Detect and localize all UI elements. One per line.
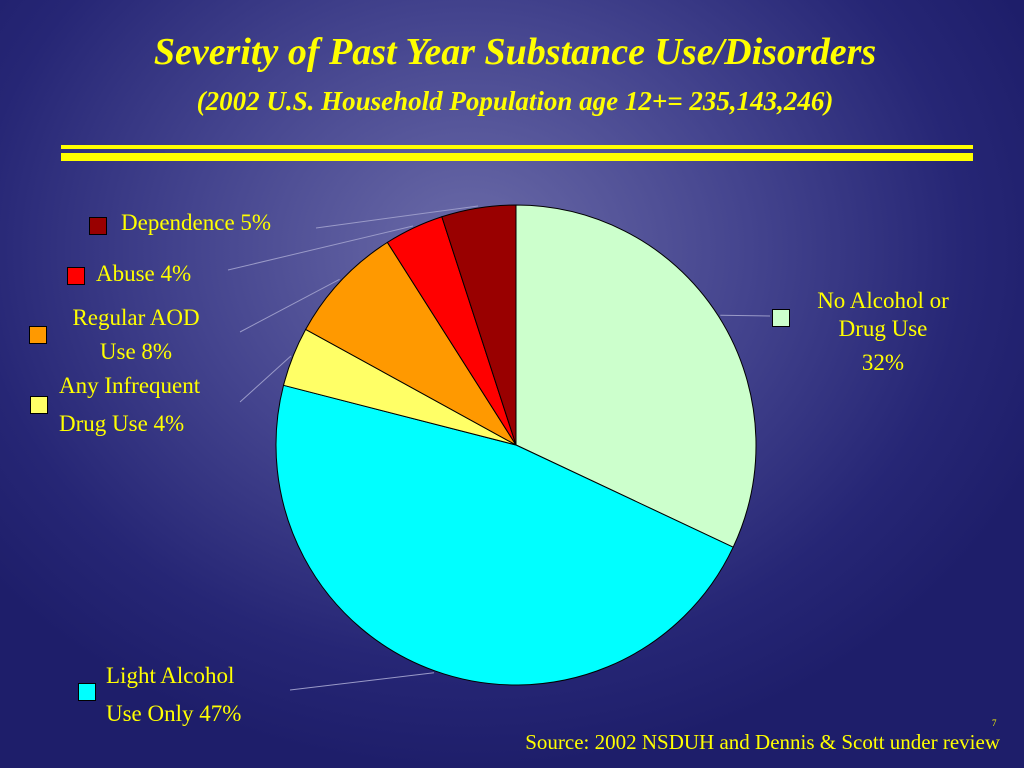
label-line: Dependence 5% <box>121 210 272 235</box>
chart-title: Severity of Past Year Substance Use/Diso… <box>153 31 877 73</box>
pie-slice-regular-aod-use <box>305 241 517 446</box>
label-line: Drug Use 4% <box>59 411 185 436</box>
label-no-alcohol-or-drug-use: No Alcohol or Drug Use 32% <box>800 286 966 378</box>
label-line: Use Only 47% <box>106 701 242 726</box>
swatch-abuse <box>67 267 85 285</box>
label-dependence: Dependence 5% <box>121 208 271 238</box>
pie-slice-light-alcohol-use-only <box>275 384 734 686</box>
swatch-dependence <box>89 217 107 235</box>
leader-line-no-alcohol-or-drug-use <box>720 314 771 317</box>
leader-line-any-infrequent-drug-use <box>239 355 292 403</box>
source-note: Source: 2002 NSDUH and Dennis & Scott un… <box>525 730 1000 754</box>
pie-slices <box>275 204 757 686</box>
swatch-any-infrequent-drug-use <box>30 396 48 414</box>
swatch-no-alcohol-or-drug-use <box>772 309 790 327</box>
chart-subtitle: (2002 U.S. Household Population age 12+=… <box>196 86 834 116</box>
label-regular-aod-use: Regular AOD Use 8% <box>55 303 217 367</box>
leader-lines <box>227 205 771 691</box>
label-abuse: Abuse 4% <box>96 259 191 289</box>
leader-line-dependence <box>315 205 479 229</box>
leader-line-abuse <box>227 225 414 271</box>
label-line: Regular AOD <box>72 305 200 330</box>
title-rule-thick <box>61 153 973 161</box>
label-line: No Alcohol or <box>817 288 949 313</box>
label-line: Use 8% <box>99 339 173 364</box>
swatch-regular-aod-use <box>29 326 47 344</box>
page-number: 7 <box>992 718 997 728</box>
pie-slice-dependence <box>441 204 517 446</box>
label-line: Light Alcohol <box>106 663 235 688</box>
label-any-infrequent-drug-use: Any Infrequent Drug Use 4% <box>59 371 200 439</box>
label-light-alcohol-use-only: Light Alcohol Use Only 47% <box>106 661 241 729</box>
pie-slice-no-alcohol-or-drug-use <box>515 204 757 548</box>
leader-line-regular-aod-use <box>239 278 340 333</box>
label-line: Any Infrequent <box>59 373 201 398</box>
label-line: Drug Use <box>838 316 928 341</box>
swatch-light-alcohol-use-only <box>78 683 96 701</box>
leader-line-light-alcohol-use-only <box>289 672 435 691</box>
label-line: 32% <box>861 350 905 375</box>
title-rule-thin <box>61 145 973 149</box>
label-line: Abuse 4% <box>96 261 192 286</box>
